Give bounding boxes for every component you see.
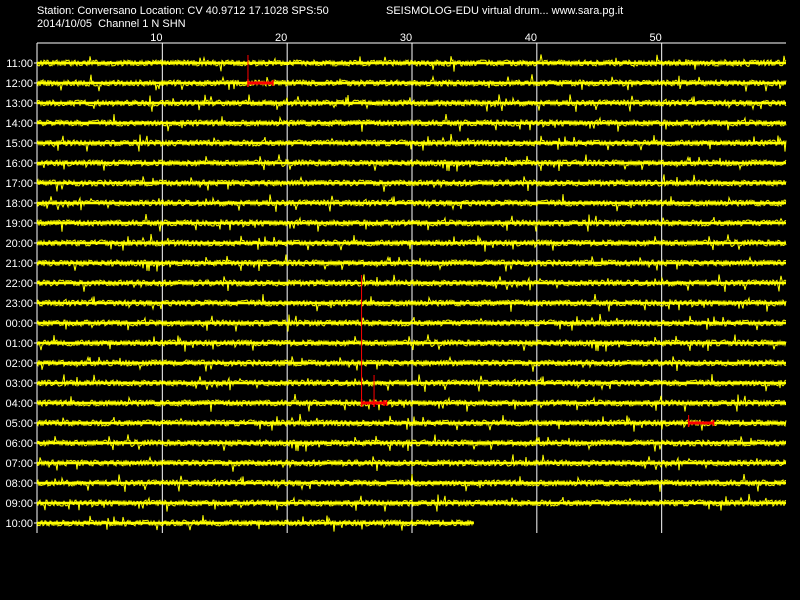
x-tick-label: 20 bbox=[275, 32, 287, 44]
row-time-label: 08:00 bbox=[5, 478, 33, 490]
drum-title-text: SEISMOLOG-EDU virtual drum... www.sara.p… bbox=[386, 5, 624, 17]
x-tick-label: 10 bbox=[150, 32, 162, 44]
row-time-label: 07:00 bbox=[5, 458, 33, 470]
row-time-label: 21:00 bbox=[5, 258, 33, 270]
row-time-label: 04:00 bbox=[5, 398, 33, 410]
x-tick-label: 30 bbox=[400, 32, 412, 44]
row-time-label: 17:00 bbox=[5, 178, 33, 190]
row-time-label: 09:00 bbox=[5, 498, 33, 510]
trace-line bbox=[36, 334, 787, 352]
x-tick-label: 40 bbox=[525, 32, 537, 44]
trace-line bbox=[36, 394, 787, 412]
row-time-label: 03:00 bbox=[5, 378, 33, 390]
x-tick-label: 50 bbox=[650, 32, 662, 44]
trace-line bbox=[36, 114, 787, 132]
date-channel-text: 2014/10/05 Channel 1 N SHN bbox=[37, 18, 186, 30]
row-time-label: 23:00 bbox=[5, 298, 33, 310]
row-time-label: 16:00 bbox=[5, 158, 33, 170]
trace-line bbox=[36, 254, 787, 272]
row-time-label: 00:00 bbox=[5, 318, 33, 330]
row-time-label: 01:00 bbox=[5, 338, 33, 350]
row-time-label: 06:00 bbox=[5, 438, 33, 450]
row-time-label: 10:00 bbox=[5, 518, 33, 530]
row-time-label: 20:00 bbox=[5, 238, 33, 250]
trace-line bbox=[36, 94, 787, 112]
row-time-label: 12:00 bbox=[5, 78, 33, 90]
row-time-label: 14:00 bbox=[5, 118, 33, 130]
station-info-text: Station: Conversano Location: CV 40.9712… bbox=[37, 5, 329, 17]
row-time-label: 18:00 bbox=[5, 198, 33, 210]
row-time-label: 15:00 bbox=[5, 138, 33, 150]
row-time-label: 22:00 bbox=[5, 278, 33, 290]
trace-line bbox=[36, 194, 787, 212]
trace-line bbox=[36, 474, 787, 492]
trace-line bbox=[36, 133, 787, 152]
row-time-label: 02:00 bbox=[5, 358, 33, 370]
trace-line bbox=[36, 515, 474, 532]
row-time-label: 05:00 bbox=[5, 418, 33, 430]
trace-line bbox=[36, 54, 787, 72]
trace-line bbox=[36, 493, 787, 512]
row-time-label: 11:00 bbox=[6, 58, 33, 70]
row-time-label: 13:00 bbox=[5, 98, 33, 110]
row-time-label: 19:00 bbox=[5, 218, 33, 230]
